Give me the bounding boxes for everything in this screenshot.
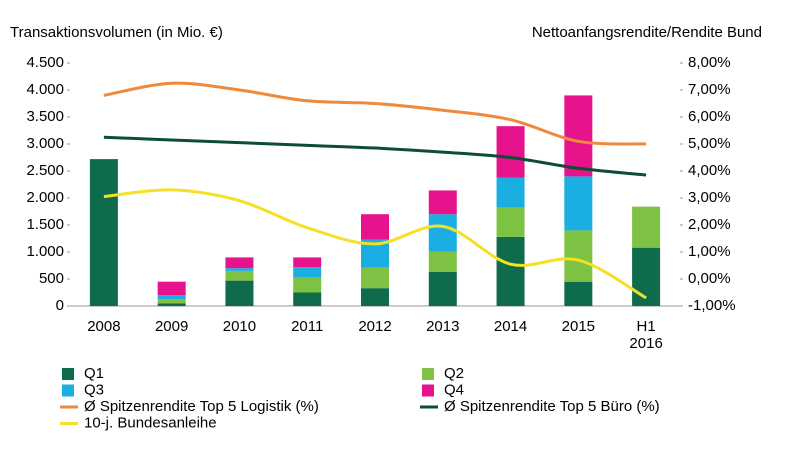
legend-label: Ø Spitzenrendite Top 5 Büro (%) — [444, 398, 660, 415]
y-tick-label: 1.000 — [26, 243, 64, 260]
y2-title: Nettoanfangsrendite/Rendite Bund — [532, 24, 762, 41]
y2-tick-label: 2,00% — [688, 216, 731, 233]
bar — [361, 214, 389, 240]
bar — [293, 277, 322, 293]
line — [103, 188, 647, 300]
bar — [225, 280, 254, 306]
chart-title: Transaktionsvolumen (in Mio. €) — [10, 24, 223, 41]
bar — [225, 268, 254, 271]
legend-label: Q3 — [84, 381, 104, 398]
bar — [89, 159, 118, 306]
bar — [632, 206, 661, 248]
y2-tick-label: 8,00% — [688, 54, 731, 71]
bar — [157, 298, 186, 304]
y-tick-label: 4.000 — [26, 81, 64, 98]
legend-label: Q4 — [444, 381, 464, 398]
x-tick-label: 2010 — [222, 318, 257, 335]
bar — [564, 95, 593, 177]
legend-swatch — [62, 368, 74, 380]
bar — [428, 190, 457, 215]
y-tick-label: 500 — [39, 270, 64, 287]
legend-swatch — [422, 368, 434, 380]
bar — [496, 236, 525, 306]
bar — [564, 281, 593, 306]
y2-tick-label: 4,00% — [688, 162, 731, 179]
y2-tick-label: 6,00% — [688, 108, 731, 125]
y-tick-label: 0 — [56, 297, 64, 314]
legend-label: 10-j. Bundesanleihe — [84, 414, 217, 431]
bar — [361, 267, 389, 289]
bar — [293, 292, 322, 306]
y-tick-label: 2.500 — [26, 162, 64, 179]
bar — [564, 230, 593, 282]
legend-label: Q1 — [84, 365, 104, 382]
x-tick-label: 2015 — [561, 318, 596, 335]
y-tick-label: 1.500 — [26, 216, 64, 233]
y2-tick-label: 7,00% — [688, 81, 731, 98]
x-tick-label: 2008 — [87, 318, 121, 335]
bar — [157, 303, 186, 306]
bar — [157, 281, 186, 296]
x-tick-label: 2013 — [426, 318, 460, 335]
y2-tick-label: 3,00% — [688, 189, 731, 206]
x-tick-label: 2012 — [358, 318, 392, 335]
bar — [428, 271, 457, 306]
y2-tick-label: -1,00% — [688, 297, 736, 314]
legend-label: Q2 — [444, 365, 464, 382]
line — [103, 135, 647, 177]
y2-tick-label: 0,00% — [688, 270, 731, 287]
x-tick-label: 2009 — [154, 318, 189, 335]
bar — [225, 270, 254, 281]
x-tick-label: 2011 — [291, 318, 324, 335]
bar — [293, 267, 322, 278]
legend-swatch — [62, 384, 74, 397]
y2-tick-label: 1,00% — [688, 243, 731, 260]
y-tick-label: 3.500 — [26, 108, 64, 125]
legend-label: Ø Spitzenrendite Top 5 Logistik (%) — [84, 398, 319, 415]
bar — [496, 126, 525, 178]
bar — [428, 214, 457, 252]
x-tick-label: 2014 — [493, 318, 528, 335]
line — [103, 81, 647, 146]
bar — [293, 257, 322, 268]
legend-swatch — [422, 384, 434, 397]
bar — [496, 177, 525, 208]
bar — [361, 288, 389, 306]
bar — [496, 207, 525, 237]
bar — [157, 295, 186, 299]
bar — [225, 257, 254, 269]
y-tick-label: 3.000 — [26, 135, 64, 152]
bar — [428, 251, 457, 272]
bar — [564, 176, 593, 231]
y2-tick-label: 5,00% — [688, 135, 731, 152]
y-tick-label: 2.000 — [26, 189, 64, 206]
x-tick-label: H1 2016 — [629, 318, 663, 352]
y-tick-label: 4.500 — [26, 54, 64, 71]
